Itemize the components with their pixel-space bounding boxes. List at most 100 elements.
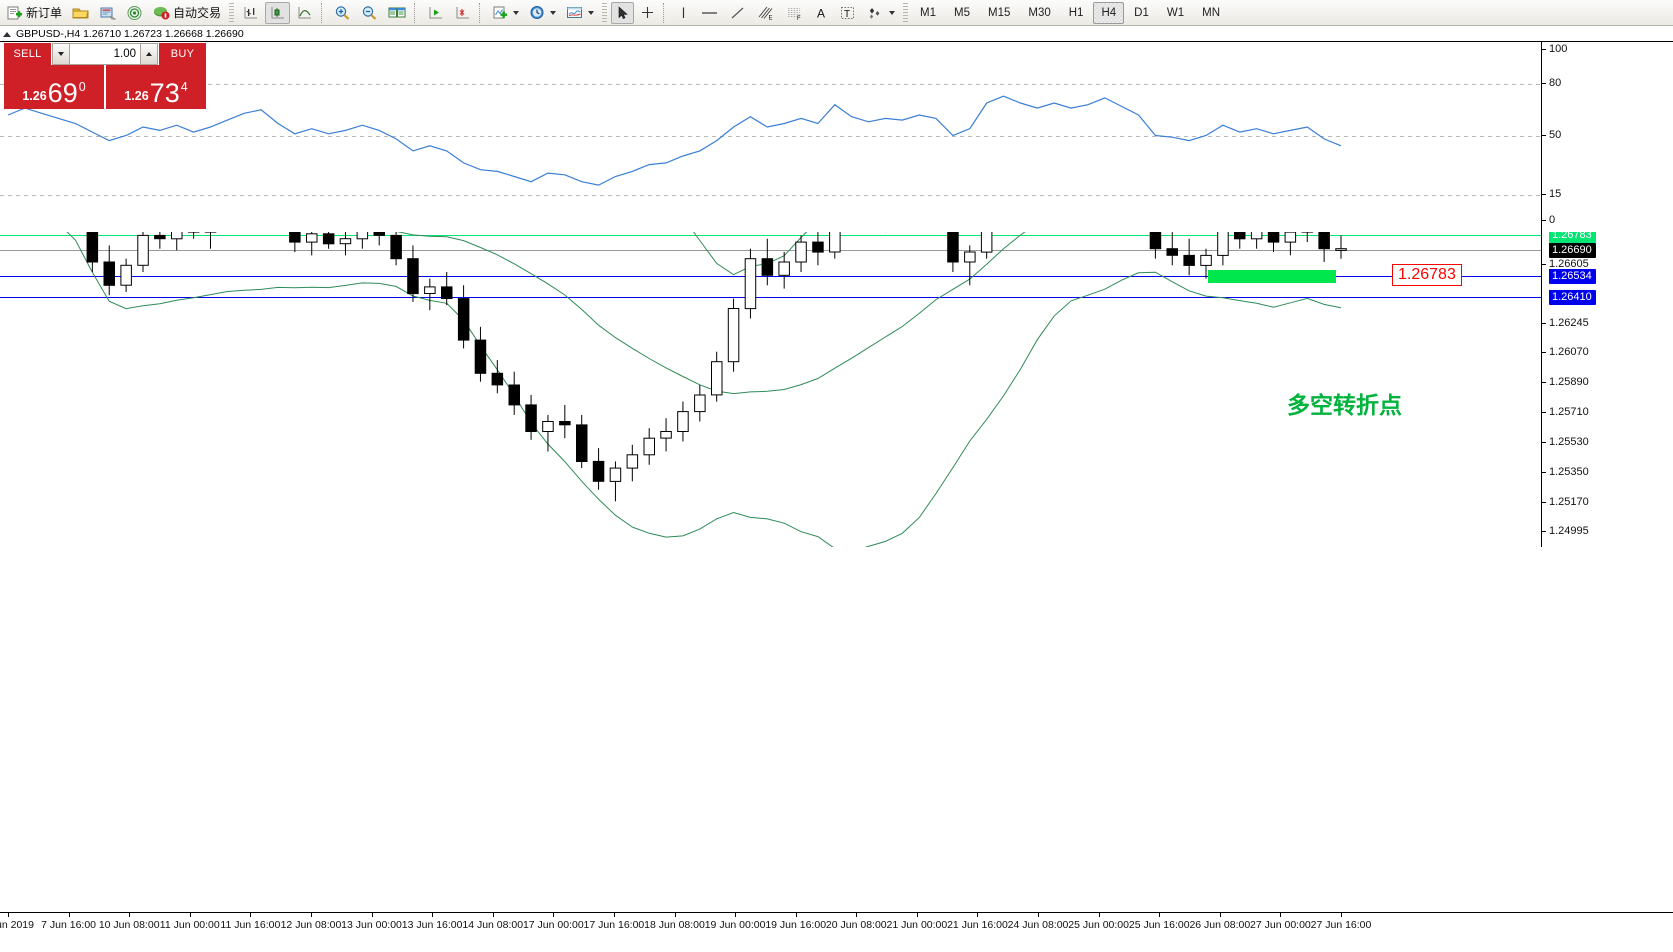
horizontal-line-button[interactable] <box>696 2 723 24</box>
signal-button[interactable] <box>122 2 147 24</box>
candlestick-chart-button[interactable] <box>265 1 291 24</box>
turning-point-note: 多空转折点 <box>1287 393 1402 420</box>
time-tick <box>8 913 9 917</box>
candle-body <box>508 384 520 406</box>
time-tick <box>1098 913 1100 917</box>
timeframe-h4[interactable]: H4 <box>1093 1 1125 24</box>
rsi-scale[interactable]: 100 80 50 15 0 <box>1541 42 1673 232</box>
autotrading-button[interactable]: 自动交易 <box>149 2 225 24</box>
svg-text:F: F <box>797 16 801 21</box>
candle-body <box>559 421 571 426</box>
candle-body <box>306 233 318 243</box>
time-tick <box>1341 913 1342 917</box>
collapse-triangle-icon[interactable] <box>3 31 11 37</box>
toolbar-grip-3[interactable] <box>903 2 909 23</box>
bar-chart-icon <box>244 6 258 18</box>
symbol-ohlc-text: GBPUSD-,H4 1.26710 1.26723 1.26668 1.266… <box>16 28 244 40</box>
fibonacci-button[interactable]: F <box>781 2 808 24</box>
timeframe-m5[interactable]: M5 <box>954 6 970 19</box>
periods-caret-icon[interactable] <box>550 10 557 15</box>
toolbar-grip-1[interactable] <box>229 2 235 23</box>
equidistant-channel-button[interactable]: E <box>752 2 779 24</box>
timeframe-m30[interactable]: M30 <box>1028 6 1051 19</box>
candle-body <box>525 404 537 432</box>
sell-button[interactable]: SELL <box>4 43 52 65</box>
sell-price-big: 69 <box>47 78 78 108</box>
trendline-button[interactable] <box>725 2 750 24</box>
time-tick <box>613 913 615 917</box>
timeframe-h1[interactable]: H1 <box>1068 6 1084 19</box>
crosshair-button[interactable] <box>636 2 659 24</box>
time-tick <box>492 913 494 917</box>
text-label-icon: T <box>841 6 855 20</box>
candle-body <box>744 258 757 310</box>
autotrading-icon <box>154 6 170 19</box>
candle-body <box>964 251 976 263</box>
one-click-trading-panel[interactable]: SELL 1.00 BUY 1.26 69 0 1.26 73 4 <box>4 43 206 109</box>
rsi-plot-area[interactable] <box>0 42 1541 232</box>
window-tile-button[interactable] <box>384 2 410 24</box>
volume-decrease-button[interactable] <box>53 44 70 64</box>
folder-button[interactable] <box>68 2 93 24</box>
shapes-caret-icon[interactable] <box>889 10 896 15</box>
main-toolbar: 新订单 自动交易 <box>0 0 1673 26</box>
volume-stepper[interactable]: 1.00 <box>52 43 158 65</box>
candle-body <box>542 421 554 432</box>
time-tick <box>432 913 434 917</box>
time-label: 27 Jun 16:00 <box>1310 919 1372 931</box>
new-order-button[interactable]: 新订单 <box>3 2 66 24</box>
indicators-caret-icon[interactable] <box>513 10 520 15</box>
time-label: 7 Jun 2019 <box>0 919 34 931</box>
candle-body <box>626 454 639 469</box>
periods-button[interactable] <box>525 2 560 24</box>
price-callout-box: 1.26783 <box>1392 263 1462 286</box>
templates-caret-icon[interactable] <box>588 10 595 15</box>
candle-body <box>711 361 723 396</box>
toolbar-grip-2[interactable] <box>602 2 608 23</box>
shapes-button[interactable] <box>862 2 899 24</box>
terminal-button[interactable] <box>95 2 120 24</box>
indicators-button[interactable] <box>488 2 523 24</box>
vertical-line-icon <box>682 7 684 18</box>
sell-price[interactable]: 1.26 69 0 <box>4 65 106 109</box>
time-tick <box>735 913 737 917</box>
templates-button[interactable] <box>562 2 598 24</box>
timeframe-w1[interactable]: W1 <box>1166 6 1185 19</box>
new-order-label: 新订单 <box>26 6 63 20</box>
time-label: 19 Jun 00:00 <box>704 919 766 931</box>
periods-icon <box>530 5 544 19</box>
candle-body <box>322 233 335 245</box>
candle-body <box>643 437 655 456</box>
timeframe-m1[interactable]: M1 <box>920 6 937 19</box>
cursor-button[interactable] <box>611 1 635 24</box>
zoom-out-icon <box>362 5 377 20</box>
buy-button[interactable]: BUY <box>158 43 206 65</box>
chart-container[interactable]: 1.278601.276801.275001.273201.271401.269… <box>0 41 1673 952</box>
buy-price[interactable]: 1.26 73 4 <box>106 65 206 109</box>
time-label: 13 Jun 00:00 <box>341 919 402 931</box>
zoom-out-button[interactable] <box>357 2 382 24</box>
svg-text:A: A <box>817 6 825 20</box>
candle-body <box>441 286 453 299</box>
bar-chart-button[interactable] <box>238 2 263 24</box>
volume-increase-button[interactable] <box>140 44 157 64</box>
vertical-line-button[interactable] <box>672 2 694 24</box>
chart-shift-button[interactable] <box>450 2 475 24</box>
chart-info-line: GBPUSD-,H4 1.26710 1.26723 1.26668 1.266… <box>0 27 1673 41</box>
line-chart-button[interactable] <box>292 2 317 24</box>
shapes-icon <box>869 7 880 19</box>
rsi-level-line <box>0 135 1541 137</box>
zoom-in-button[interactable] <box>330 2 355 24</box>
candle-body <box>1183 254 1195 266</box>
text-button[interactable]: A <box>810 2 833 24</box>
auto-scroll-button[interactable] <box>423 2 448 24</box>
timeframe-d1[interactable]: D1 <box>1134 6 1149 19</box>
timeframe-m15[interactable]: M15 <box>988 6 1011 19</box>
timeframe-mn[interactable]: MN <box>1202 6 1220 19</box>
time-tick <box>856 913 858 917</box>
volume-input[interactable]: 1.00 <box>70 44 140 64</box>
candle-body <box>1284 231 1297 243</box>
text-label-button[interactable]: T <box>835 2 860 24</box>
